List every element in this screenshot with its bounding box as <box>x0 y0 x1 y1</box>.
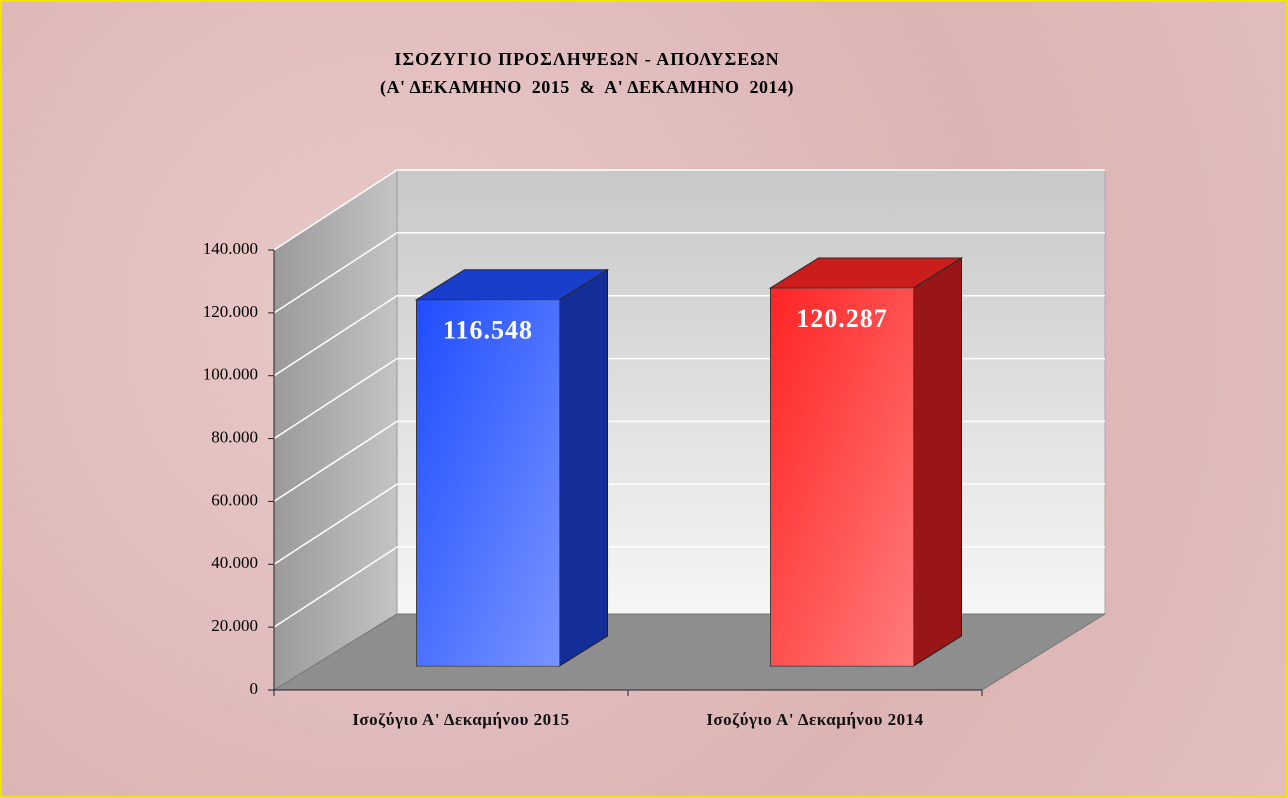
bar-side <box>913 257 962 667</box>
bar-shine <box>416 299 560 666</box>
y-tick-label: 60.000 <box>211 490 258 509</box>
bar-side <box>559 268 608 667</box>
side-wall <box>273 169 398 691</box>
floor <box>272 613 1107 691</box>
chart-subtitle: (Α' ΔΕΚΑΜΗΝΟ 2015 & Α' ΔΕΚΑΜΗΝΟ 2014) <box>380 77 794 98</box>
bar-shine <box>770 287 914 666</box>
y-tick-label: 40.000 <box>211 553 258 572</box>
y-tick-label: 20.000 <box>211 616 258 635</box>
grid-line <box>273 232 1105 314</box>
y-tick-label: 140.000 <box>203 239 258 258</box>
x-tick-label: Ισοζύγιο Α' Δεκαμήνου 2015 <box>352 710 570 729</box>
y-tick-label: 120.000 <box>203 302 258 321</box>
value-label: 116.548 <box>443 316 533 345</box>
x-tick-label: Ισοζύγιο Α' Δεκαμήνου 2014 <box>706 710 924 729</box>
y-tick-label: 80.000 <box>211 427 258 446</box>
y-tick-label: 100.000 <box>203 365 258 384</box>
grid-line <box>273 169 1105 251</box>
y-tick-label: 0 <box>250 679 259 698</box>
chart-title: ΙΣΟΖΥΓΙΟ ΠΡΟΣΛΗΨΕΩΝ - ΑΠΟΛΥΣΕΩΝ <box>394 49 779 69</box>
value-label: 120.287 <box>796 304 888 333</box>
